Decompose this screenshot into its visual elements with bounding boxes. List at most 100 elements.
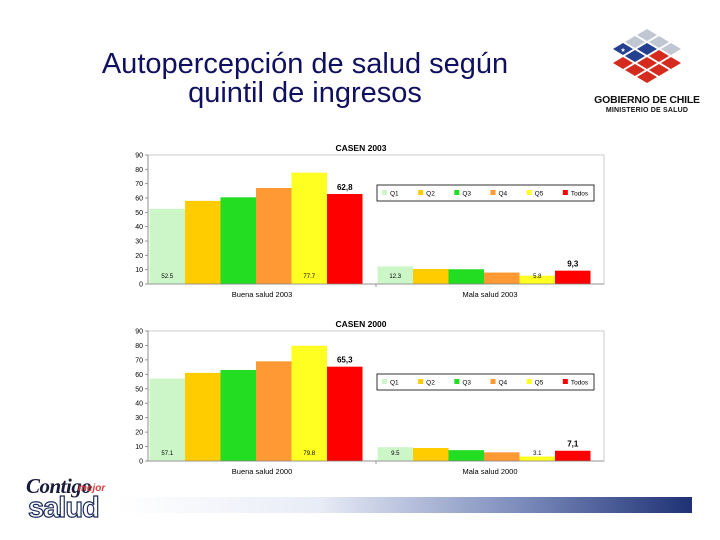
chart-title: CASEN 2000 (335, 319, 386, 329)
contigo-mejor-salud-logo: Contigo mejor salud (26, 474, 116, 525)
legend-swatch-q3 (454, 379, 460, 384)
bar-q3 (220, 197, 256, 284)
y-tick-label: 90 (135, 329, 143, 336)
data-label: 65,3 (337, 356, 353, 365)
gobierno-label: GOBIERNO DE CHILE (594, 94, 700, 106)
legend-box (376, 184, 595, 202)
y-tick-label: 50 (135, 386, 143, 393)
legend-swatch-q5 (526, 379, 532, 384)
data-label: 79.8 (303, 451, 315, 457)
legend-swatch-todos (562, 379, 568, 384)
brand-word-mejor: mejor (78, 483, 106, 494)
slide-title: Autopercepción de salud según quintil de… (40, 50, 570, 108)
data-label: 9.5 (391, 451, 400, 457)
legend-swatch-todos (562, 190, 568, 195)
x-category-label: Buena salud 2003 (232, 290, 292, 299)
data-label: 52.5 (161, 274, 173, 280)
y-tick-label: 70 (135, 181, 143, 188)
data-label: 12.3 (389, 274, 401, 280)
legend-swatch-q3 (454, 190, 460, 195)
y-tick-label: 60 (135, 372, 143, 379)
legend-label: Q4 (499, 191, 508, 198)
chart-casen-2000: CASEN 2000 0 10 20 30 40 50 60 70 80 90 Buena salud… (135, 319, 605, 476)
bar-q2 (185, 372, 221, 461)
bar-q3 (448, 269, 484, 284)
y-tick-label: 60 (135, 196, 143, 203)
bar-q2 (185, 200, 221, 284)
legend-swatch-q4 (490, 379, 496, 384)
slide-title-line2: quintil de ingresos (188, 77, 422, 109)
bar-q2 (413, 268, 449, 284)
chile-flag-emblem-icon: ★ (613, 29, 681, 83)
y-tick-label: 10 (135, 444, 143, 451)
data-label: 77.7 (303, 274, 315, 280)
brand-word-salud: salud (27, 491, 100, 524)
bar-q4 (256, 187, 292, 284)
chart-title: CASEN 2003 (335, 143, 386, 153)
gobierno-logo: ★ GOBIERNO DE CHILE MINISTERIO DE SALUD (592, 26, 702, 126)
bar-q4 (484, 452, 520, 461)
bar-q3 (220, 370, 256, 461)
legend-label: Q1 (390, 380, 399, 387)
y-tick-label: 20 (135, 430, 143, 437)
legend-label: Q1 (390, 191, 399, 198)
bar-q3 (448, 450, 484, 461)
bar-q5 (291, 172, 327, 284)
y-tick-label: 80 (135, 167, 143, 174)
y-tick-label: 40 (135, 224, 143, 231)
x-category-label: Mala salud 2000 (462, 467, 517, 476)
bar-q5 (519, 275, 555, 284)
bar-q5 (291, 345, 327, 461)
y-tick-label: 40 (135, 401, 143, 408)
legend-swatch-q4 (490, 190, 496, 195)
legend-label: Q2 (426, 380, 435, 387)
legend-swatch-q1 (382, 190, 387, 195)
bar-q1 (149, 378, 185, 461)
legend-swatch-q2 (418, 379, 424, 384)
x-category-label: Buena salud 2000 (232, 467, 292, 476)
data-label: 62,8 (337, 183, 353, 192)
bar-q4 (256, 361, 292, 461)
bar-todos (555, 450, 591, 461)
data-label: 7,1 (567, 440, 579, 449)
footer-gradient-bar (118, 497, 692, 513)
slide-title-line1: Autopercepción de salud según (101, 48, 509, 80)
legend-swatch-q2 (418, 190, 424, 195)
y-tick-label: 0 (139, 459, 143, 466)
y-tick-label: 10 (135, 267, 143, 274)
legend-label: Q5 (535, 191, 544, 198)
y-tick-label: 30 (135, 415, 143, 422)
y-tick-label: 70 (135, 357, 143, 364)
bar-todos (555, 270, 591, 284)
bar-q1 (377, 447, 413, 461)
bar-q1 (149, 208, 185, 284)
x-category-label: Mala salud 2003 (462, 290, 517, 299)
brand-word-contigo: Contigo (26, 474, 92, 498)
legend-label: Todos (571, 380, 589, 387)
y-tick-label: 30 (135, 239, 143, 246)
bar-todos (327, 366, 363, 461)
y-tick-label: 50 (135, 210, 143, 217)
legend-label: Q4 (499, 380, 508, 387)
chart-casen-2003: CASEN 2003 0 10 20 30 40 50 60 70 80 90 Buena salud… (135, 143, 605, 299)
data-label: 9,3 (567, 260, 579, 269)
bar-q2 (413, 448, 449, 461)
legend-label: Q3 (462, 191, 471, 198)
legend-label: Q5 (535, 380, 544, 387)
data-label: 57.1 (161, 451, 173, 457)
svg-text:★: ★ (620, 47, 625, 54)
legend-label: Q2 (426, 191, 435, 198)
legend-label: Todos (571, 191, 589, 198)
y-tick-label: 20 (135, 253, 143, 260)
ministerio-label: MINISTERIO DE SALUD (605, 107, 689, 114)
bar-todos (327, 193, 363, 284)
legend-swatch-q5 (526, 190, 532, 195)
legend-box (376, 373, 595, 391)
y-tick-label: 90 (135, 153, 143, 160)
y-tick-label: 0 (139, 282, 143, 289)
bar-q1 (377, 266, 413, 284)
data-label: 5.8 (533, 274, 542, 280)
data-label: 3.1 (533, 451, 542, 457)
bar-q5 (519, 456, 555, 461)
legend-swatch-q1 (382, 379, 387, 384)
